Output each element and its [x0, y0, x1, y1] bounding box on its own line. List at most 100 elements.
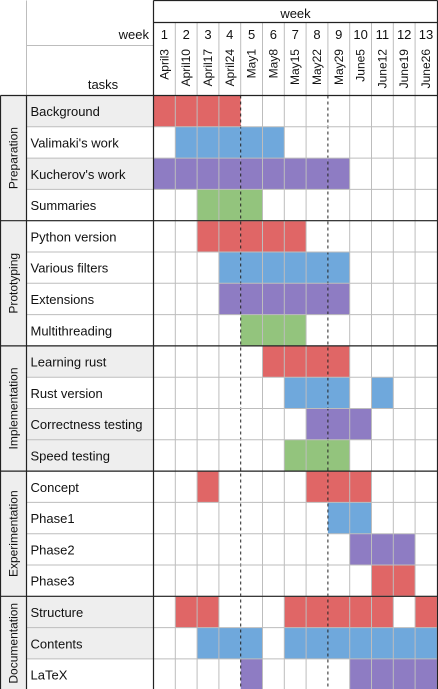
gantt-bar-cell: [284, 439, 307, 472]
gantt-bar-cell: [327, 408, 350, 440]
gantt-bar-cell: [175, 158, 198, 190]
task-label: Python version: [31, 229, 117, 244]
task-label: Phase2: [31, 542, 75, 557]
gantt-bar-cell: [327, 502, 350, 534]
gantt-bar-cell: [327, 596, 350, 628]
week-number: 3: [204, 27, 211, 42]
gantt-bar-cell: [284, 283, 307, 315]
gantt-bar-cell: [349, 658, 372, 689]
task-cell-shade: [26, 596, 154, 628]
gantt-bar-cell: [327, 283, 350, 315]
gantt-bar-cell: [306, 283, 328, 315]
gantt-bar-cell: [327, 439, 350, 472]
gantt-bar-cell: [197, 95, 219, 127]
gantt-bar-cell: [197, 126, 219, 159]
gantt-bar-cell: [197, 596, 219, 628]
gantt-bar-cell: [240, 158, 263, 190]
week-date: June12: [375, 49, 389, 89]
task-label: Correctness testing: [31, 417, 143, 432]
gantt-bar-cell: [197, 471, 219, 503]
task-label: Multithreading: [31, 323, 113, 338]
gantt-bar-cell: [153, 158, 176, 190]
gantt-bar-cell: [218, 283, 241, 315]
gantt-bar-cell: [349, 502, 372, 534]
week-number: 1: [161, 27, 168, 42]
gantt-bar-cell: [218, 189, 241, 221]
gantt-bar-cell: [197, 627, 219, 659]
task-label: Extensions: [31, 292, 95, 307]
task-label: Contents: [31, 636, 84, 651]
gantt-bar-cell: [371, 627, 394, 659]
gantt-bar-cell: [306, 439, 328, 472]
gantt-bar-cell: [306, 345, 328, 378]
gantt-bar-cell: [415, 627, 437, 659]
task-label: Valimaki's work: [31, 135, 120, 150]
gantt-bar-cell: [349, 596, 372, 628]
gantt-bar-cell: [393, 627, 416, 659]
gantt-bar-cell: [306, 408, 328, 440]
group-cell: [0, 345, 27, 472]
week-number: 12: [397, 27, 411, 42]
gantt-bar-cell: [175, 95, 198, 127]
gantt-bar-cell: [327, 158, 350, 190]
week-number: 10: [353, 27, 367, 42]
gantt-bar-cell: [218, 627, 241, 659]
task-label: Phase1: [31, 511, 75, 526]
task-cell-shade: [26, 158, 154, 190]
gantt-bar-cell: [415, 658, 437, 689]
gantt-bar-cell: [371, 377, 394, 409]
week-number: 11: [376, 27, 390, 42]
task-label: Learning rust: [31, 355, 107, 370]
gantt-bar-cell: [284, 314, 307, 346]
week-date: June26: [419, 49, 433, 89]
gantt-bar-cell: [393, 658, 416, 689]
week-number: 6: [270, 27, 277, 42]
week-date: June19: [397, 49, 411, 89]
gantt-bar-cell: [349, 627, 372, 659]
group-label: Prototyping: [7, 253, 21, 314]
week-number: 9: [335, 27, 342, 42]
week-date: May22: [310, 49, 324, 85]
gantt-bar-cell: [218, 220, 241, 252]
gantt-bar-cell: [349, 471, 372, 503]
gantt-bar-cell: [349, 533, 372, 565]
week-date: May8: [266, 49, 280, 79]
gantt-bar-cell: [393, 533, 416, 565]
gantt-bar-cell: [262, 345, 285, 378]
week-row-label: week: [118, 27, 150, 42]
group-cell: [0, 220, 27, 346]
gantt-bar-cell: [284, 252, 307, 284]
gantt-bar-cell: [306, 596, 328, 628]
group-label: Implementation: [7, 367, 21, 449]
gantt-bar-cell: [284, 220, 307, 252]
task-cell-shade: [26, 627, 154, 659]
gantt-bar-cell: [240, 627, 263, 659]
week-number: 4: [226, 27, 233, 42]
gantt-bar-cell: [262, 220, 285, 252]
gantt-bar-cell: [284, 627, 307, 659]
gantt-bar-cell: [262, 283, 285, 315]
task-cell-shade: [26, 408, 154, 440]
group-label: Documentation: [7, 603, 21, 684]
task-label: Phase3: [31, 574, 75, 589]
gantt-bar-cell: [349, 408, 372, 440]
gantt-bar-cell: [218, 158, 241, 190]
week-title: week: [279, 6, 311, 21]
gantt-bar-cell: [284, 345, 307, 378]
group-cell: [0, 596, 27, 689]
gantt-bar-cell: [197, 220, 219, 252]
gantt-bar-cell: [262, 252, 285, 284]
gantt-bar-cell: [371, 658, 394, 689]
gantt-bar-cell: [371, 596, 394, 628]
tasks-column-label: tasks: [88, 77, 119, 92]
gantt-bar-cell: [306, 377, 328, 409]
gantt-bar-cell: [327, 252, 350, 284]
gantt-bar-cell: [262, 314, 285, 346]
group-label: Experimentation: [7, 490, 21, 577]
task-label: Kucherov's work: [31, 167, 126, 182]
week-number: 7: [292, 27, 299, 42]
gantt-bar-cell: [218, 252, 241, 284]
gantt-bar-cell: [218, 126, 241, 159]
gantt-bar-cell: [327, 627, 350, 659]
week-date: June5: [354, 49, 368, 82]
